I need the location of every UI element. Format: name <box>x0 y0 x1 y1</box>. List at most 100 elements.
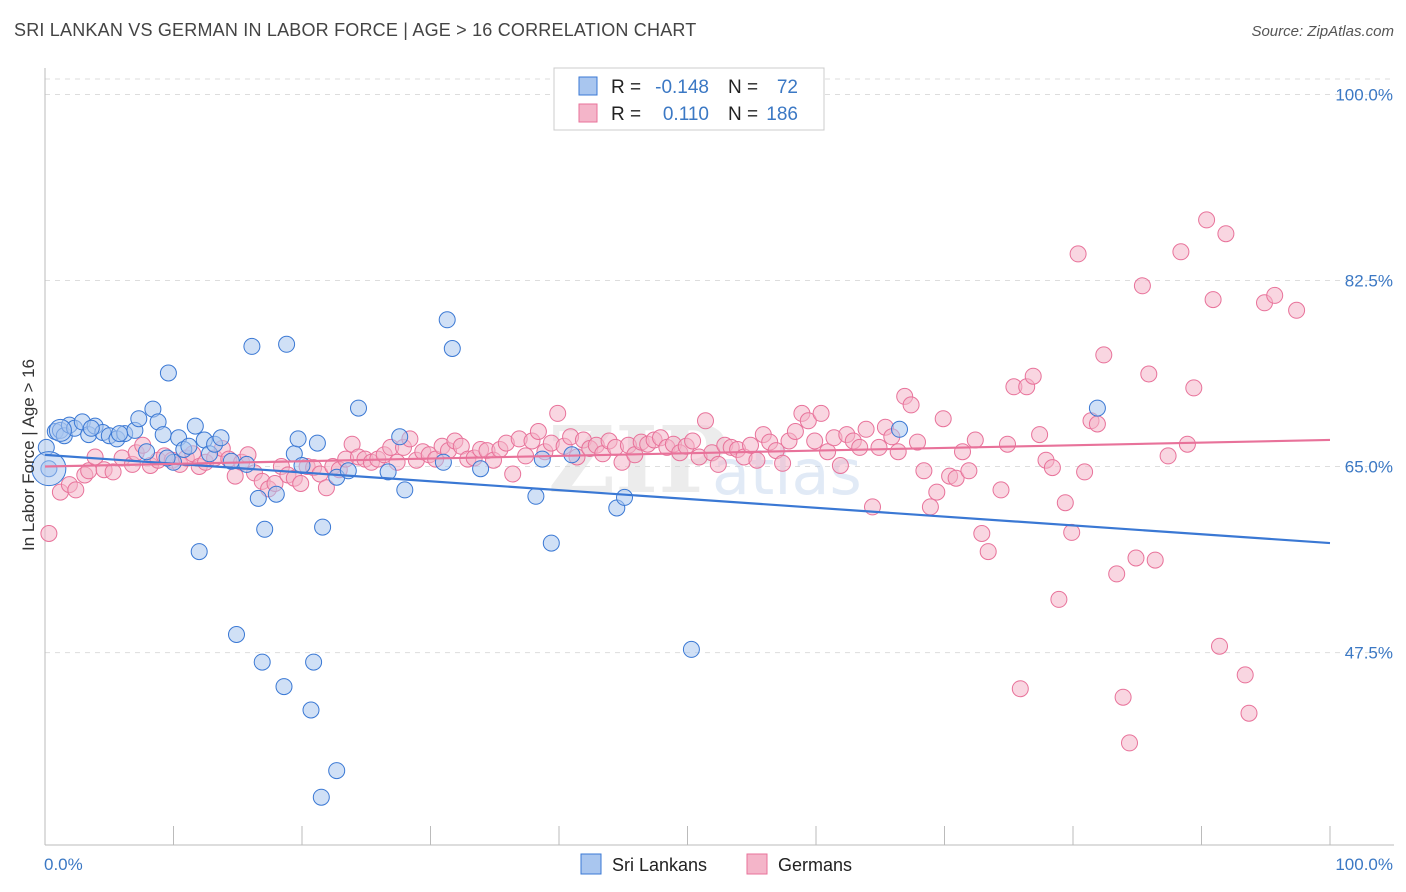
germans-point <box>1095 346 1113 364</box>
germans-point <box>292 475 310 492</box>
sri-lankans-point <box>542 534 560 552</box>
sri-lankans-point <box>138 443 155 461</box>
sri-lankans-point <box>379 463 397 481</box>
sri-lankans-point <box>82 419 100 437</box>
sri-lankans-point <box>159 364 177 382</box>
germans-point <box>774 454 792 472</box>
germans-point <box>902 396 920 414</box>
germans-point <box>928 483 946 501</box>
sri-lankans-point <box>443 340 461 357</box>
germans-point <box>954 443 971 461</box>
germans-point <box>857 420 875 438</box>
legend-r-value: -0.148 <box>655 77 709 98</box>
sri-lankans-point <box>328 762 346 780</box>
germans-point <box>947 469 965 487</box>
germans-point <box>684 432 702 450</box>
germans-point <box>1172 243 1190 261</box>
sri-lankans-point-large <box>48 418 72 442</box>
sri-lankans-point <box>249 489 267 507</box>
germans-point <box>317 479 335 497</box>
legend-n-label: N = <box>728 77 758 98</box>
sri-lankans-point <box>130 410 148 428</box>
germans-point <box>992 481 1010 499</box>
germans-point <box>1288 301 1306 319</box>
stats-legend: R = -0.148 N = 72 R = 0.110 N = 186 <box>553 67 825 131</box>
y-tick-label: 65.0% <box>1345 458 1393 477</box>
sri-lankans-point <box>314 518 332 536</box>
sri-lankans-point <box>186 417 204 435</box>
series-legend: Sri Lankans Germans <box>580 853 852 875</box>
sri-lankans-point <box>438 311 456 329</box>
sri-lankans-point <box>154 426 172 444</box>
sri-lankans-point <box>312 788 330 806</box>
x-tick-label: 0.0% <box>44 855 83 874</box>
sri-lankans-point <box>350 399 367 417</box>
germans-point <box>786 423 804 440</box>
sri-lankans-point <box>891 420 908 438</box>
germans-point <box>1146 551 1164 569</box>
sri-lankans-point <box>212 429 230 447</box>
germans-point <box>806 432 824 450</box>
sri-lankans-point <box>111 425 128 443</box>
x-tick-labels: 0.0% 100.0% <box>44 855 1393 874</box>
y-axis-title: In Labor Force | Age > 16 <box>19 359 38 551</box>
germans-point <box>1185 379 1203 397</box>
legend-r-label: R = <box>611 104 641 125</box>
germans-point <box>915 462 933 480</box>
germans-trend-line <box>44 438 1331 468</box>
sri-lankans-point <box>253 653 271 671</box>
germans-point <box>1266 286 1284 304</box>
germans-point <box>1178 435 1196 453</box>
sri-lankans-point <box>275 678 293 696</box>
sri-lankans-point <box>472 460 490 478</box>
x-tick-label: 100.0% <box>1335 855 1393 874</box>
legend-r-label: R = <box>611 77 641 98</box>
y-tick-label: 47.5% <box>1345 644 1393 663</box>
germans-point <box>1069 245 1087 263</box>
germans-point <box>1024 367 1042 385</box>
germans-point <box>104 463 122 481</box>
germans-point <box>870 438 888 456</box>
germans-point <box>1050 590 1068 608</box>
germans-point <box>1114 688 1132 706</box>
chart-title: SRI LANKAN VS GERMAN IN LABOR FORCE | AG… <box>14 20 697 40</box>
sri-lankans-trend-line <box>44 453 1331 545</box>
legend-label-germans[interactable]: Germans <box>778 855 852 875</box>
germans-point <box>742 436 759 454</box>
germans-point <box>819 443 837 461</box>
germans-point <box>934 410 952 428</box>
germans-point <box>697 412 714 430</box>
sri-lankans-point <box>302 701 320 719</box>
legend-n-value: 186 <box>766 104 798 125</box>
sri-lankans-point <box>1088 399 1106 417</box>
germans-point <box>1043 459 1061 477</box>
sri-lankans-point <box>256 520 274 538</box>
germans-point <box>549 404 567 422</box>
sri-lankans-point <box>180 437 198 455</box>
germans-point <box>851 438 869 456</box>
germans-point <box>1031 426 1049 444</box>
germans-point <box>1088 415 1106 433</box>
sri-lankans-point <box>228 626 245 643</box>
germans-point <box>999 435 1016 453</box>
germans-point <box>1076 463 1094 481</box>
sri-lankans-point-large <box>31 451 67 487</box>
germans-point <box>973 525 991 542</box>
germans-point <box>1127 549 1145 567</box>
legend-n-label: N = <box>728 104 758 125</box>
germans-point <box>1121 734 1138 752</box>
sri-lankans-point <box>396 481 414 499</box>
legend-swatch <box>578 76 598 96</box>
germans-point <box>831 457 849 474</box>
germans-point <box>889 443 907 461</box>
sri-lankans-point <box>616 488 633 506</box>
legend-r-value: 0.110 <box>663 104 709 125</box>
germans-point <box>960 462 978 480</box>
legend-label-sri-lankans[interactable]: Sri Lankans <box>612 855 707 875</box>
legend-swatch-sri-lankans <box>580 853 602 875</box>
sri-lankans-point <box>267 485 285 503</box>
germans-point <box>748 451 766 469</box>
sri-lankans-point <box>308 434 326 452</box>
sri-lankans-point <box>391 428 409 446</box>
